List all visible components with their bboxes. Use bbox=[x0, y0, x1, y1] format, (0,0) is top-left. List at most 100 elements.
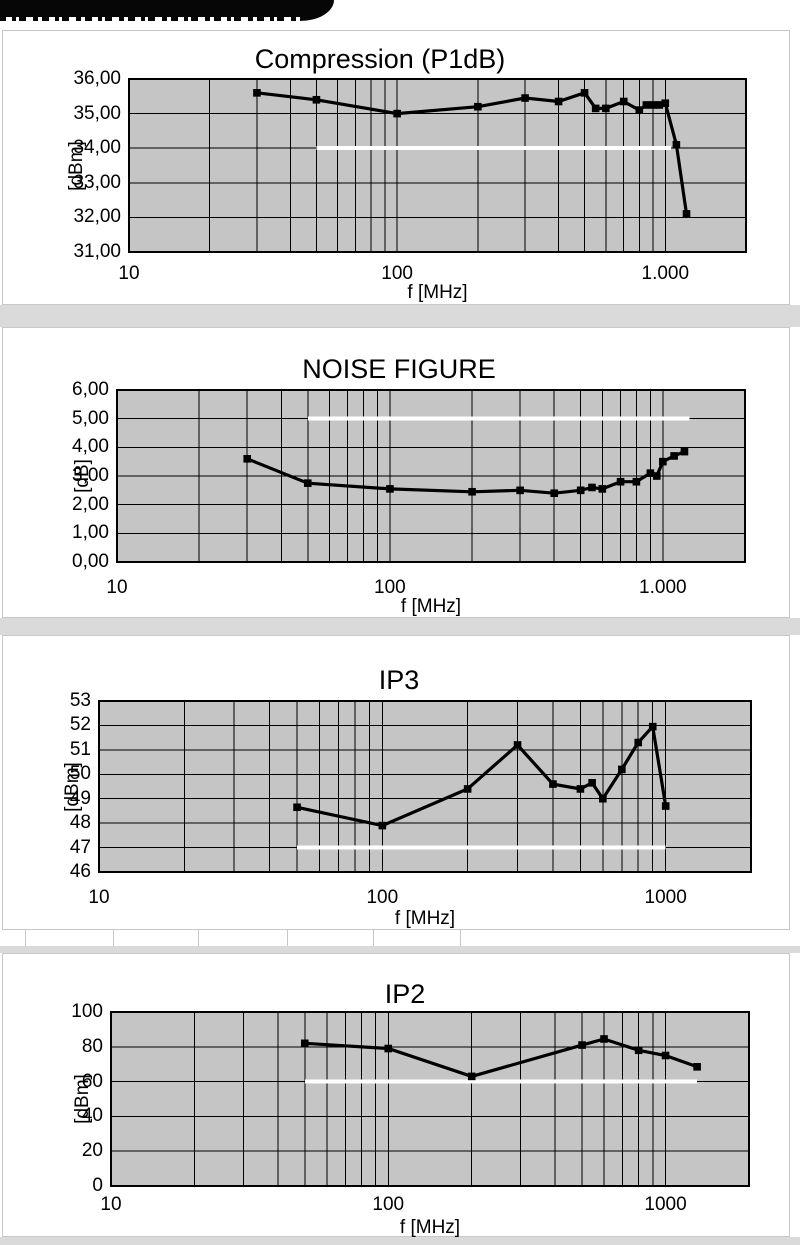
y-tick-label: 36,00 bbox=[73, 68, 121, 89]
worksheet-cells-row[interactable] bbox=[0, 930, 800, 946]
data-marker bbox=[661, 1051, 670, 1060]
x-axis-title: f [MHz] bbox=[407, 282, 468, 303]
data-marker bbox=[659, 457, 667, 466]
y-tick-label: 51 bbox=[69, 738, 91, 760]
x-tick-label: 10 bbox=[100, 1194, 122, 1215]
data-marker bbox=[521, 94, 529, 102]
x-tick-label: 1000 bbox=[644, 887, 687, 908]
plot-border bbox=[98, 700, 752, 873]
y-tick-label: 33,00 bbox=[73, 171, 121, 193]
x-tick-label: 100 bbox=[374, 577, 406, 598]
y-tick-label: 3,00 bbox=[72, 465, 109, 486]
data-marker bbox=[646, 469, 655, 477]
data-marker bbox=[635, 106, 644, 114]
y-tick-label: 60 bbox=[81, 1070, 103, 1092]
y-tick-label: 52 bbox=[69, 714, 91, 736]
data-marker bbox=[599, 794, 607, 803]
plot-background bbox=[99, 701, 751, 872]
plot-border bbox=[110, 1011, 750, 1187]
data-marker bbox=[393, 109, 401, 118]
data-marker bbox=[661, 99, 670, 108]
data-marker bbox=[634, 1046, 643, 1055]
cropped-header-bar bbox=[0, 0, 334, 21]
cell-border bbox=[113, 930, 114, 946]
y-tick-label: 2,00 bbox=[72, 493, 109, 515]
cell-border bbox=[198, 930, 199, 946]
data-marker bbox=[378, 821, 387, 830]
y-tick-label: 31,00 bbox=[73, 241, 121, 262]
data-marker bbox=[693, 1063, 701, 1071]
data-marker bbox=[680, 447, 689, 456]
data-marker bbox=[642, 101, 651, 109]
data-series-line bbox=[246, 450, 686, 495]
data-marker bbox=[634, 738, 643, 747]
data-marker bbox=[303, 479, 312, 487]
plot-area bbox=[110, 1011, 750, 1187]
x-axis-title: f [MHz] bbox=[399, 1217, 461, 1238]
worksheet-gap-band bbox=[0, 946, 800, 953]
data-marker bbox=[601, 104, 610, 113]
data-marker bbox=[243, 455, 252, 463]
data-marker bbox=[632, 477, 641, 486]
plot-area bbox=[128, 78, 747, 253]
x-tick-label: 100 bbox=[372, 1194, 405, 1215]
data-marker bbox=[670, 452, 678, 460]
plot-area bbox=[98, 700, 752, 873]
data-marker bbox=[467, 1072, 476, 1081]
x-tick-label: 1.000 bbox=[641, 263, 690, 284]
worksheet-gap-band bbox=[0, 618, 800, 635]
data-marker bbox=[672, 140, 681, 149]
y-tick-label: 32,00 bbox=[73, 206, 121, 228]
y-tick-label: 34,00 bbox=[73, 137, 121, 159]
y-tick-label: 0 bbox=[92, 1175, 103, 1196]
chart-title: NOISE FIGURE bbox=[302, 354, 496, 384]
data-markers bbox=[253, 89, 691, 218]
data-marker bbox=[600, 1035, 608, 1043]
chart-panel-ip2[interactable]: IP2 [dBm] f [MHz] 100 80 60 40 20 0 10 100 1000 bbox=[2, 953, 790, 1238]
data-marker bbox=[293, 803, 301, 812]
y-tick-label: 53 bbox=[69, 690, 91, 711]
worksheet-gap-band bbox=[0, 1237, 800, 1245]
data-marker bbox=[580, 89, 589, 97]
chart-title: IP2 bbox=[384, 979, 426, 1009]
data-marker bbox=[618, 765, 626, 774]
chart-title: IP3 bbox=[378, 665, 420, 695]
cell-border bbox=[25, 930, 26, 946]
y-tick-label: 40 bbox=[81, 1105, 103, 1127]
data-marker bbox=[513, 741, 522, 749]
y-tick-label: 1,00 bbox=[72, 522, 109, 544]
x-tick-label: 10 bbox=[118, 263, 140, 284]
chart-panel-ip3[interactable]: IP3 [dBm] f [MHz] 53 52 51 50 49 48 47 46 10 100 1… bbox=[2, 635, 790, 930]
data-markers bbox=[243, 447, 689, 497]
data-marker bbox=[516, 486, 524, 495]
y-tick-label: 4,00 bbox=[72, 436, 109, 458]
data-marker bbox=[578, 1041, 586, 1049]
chart-panel-compression[interactable]: Compression (P1dB) [dBm] f [MHz] 36,00 35… bbox=[2, 30, 790, 305]
data-marker bbox=[661, 802, 670, 810]
chart-panel-noise-figure[interactable]: NOISE FIGURE [dB] f [MHz] 6,00 5,00 4,00 3,… bbox=[2, 327, 790, 618]
x-tick-label: 1000 bbox=[644, 1194, 687, 1215]
data-marker bbox=[588, 779, 596, 787]
data-marker bbox=[576, 785, 585, 793]
data-marker bbox=[550, 489, 559, 497]
data-marker bbox=[619, 97, 628, 106]
x-tick-label: 10 bbox=[106, 577, 128, 598]
data-marker bbox=[301, 1039, 309, 1048]
data-marker bbox=[591, 104, 600, 113]
cell-border bbox=[460, 930, 461, 946]
data-marker bbox=[652, 472, 661, 480]
data-markers bbox=[293, 722, 670, 830]
x-axis-title: f [MHz] bbox=[400, 596, 462, 617]
x-tick-label: 100 bbox=[381, 263, 413, 284]
data-marker bbox=[312, 95, 321, 104]
data-marker bbox=[588, 483, 596, 492]
y-tick-label: 100 bbox=[71, 1001, 103, 1022]
cell-border bbox=[373, 930, 374, 946]
plot-border bbox=[128, 78, 747, 253]
plot-background bbox=[111, 1012, 749, 1186]
y-tick-label: 0,00 bbox=[72, 551, 109, 572]
plot-area bbox=[116, 389, 746, 563]
chart-title: Compression (P1dB) bbox=[254, 44, 506, 74]
y-tick-label: 6,00 bbox=[72, 379, 109, 400]
x-tick-label: 1.000 bbox=[639, 577, 687, 598]
